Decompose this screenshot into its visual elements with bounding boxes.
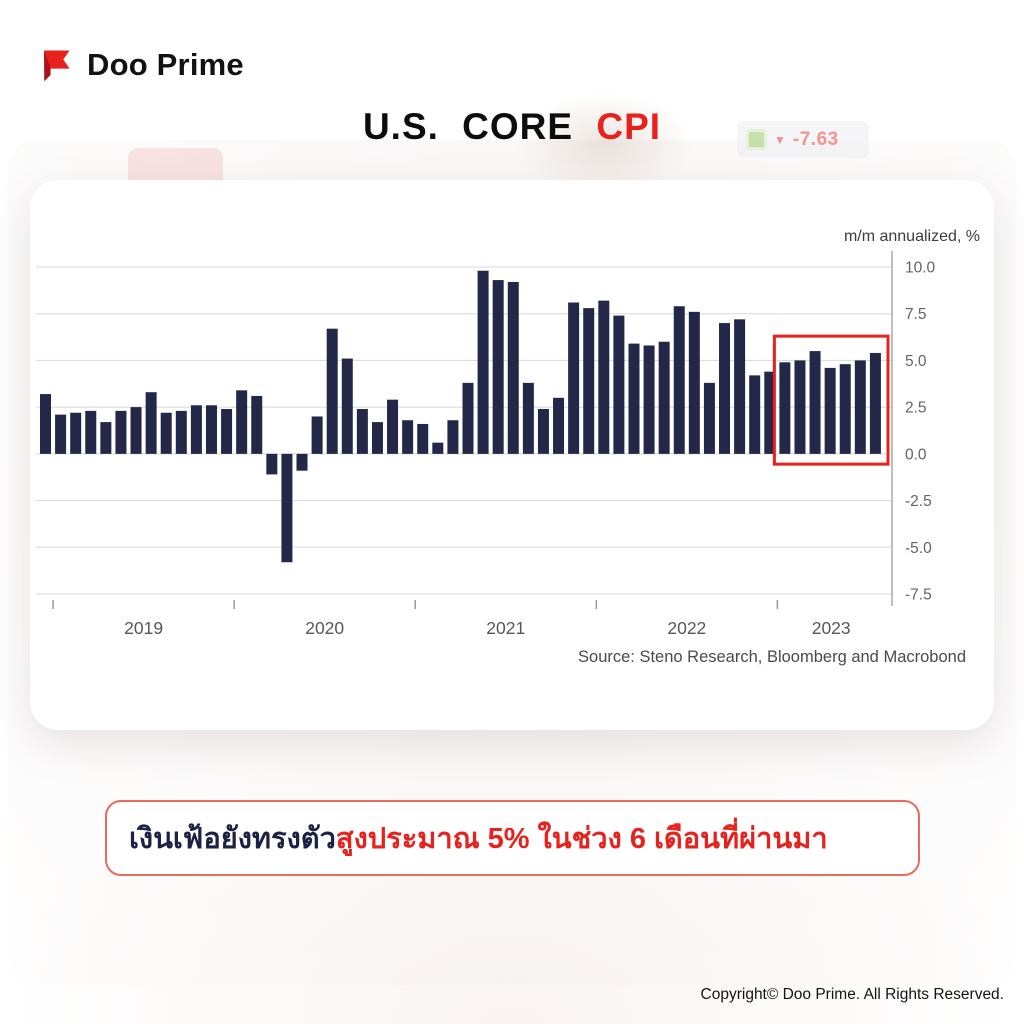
highlight-box bbox=[772, 334, 890, 466]
bar bbox=[40, 394, 51, 454]
bar bbox=[643, 345, 655, 454]
bar bbox=[462, 382, 474, 454]
bar bbox=[537, 409, 549, 454]
x-year-label: 2023 bbox=[812, 618, 851, 638]
bar bbox=[115, 410, 127, 454]
bar bbox=[869, 352, 881, 454]
bar bbox=[266, 453, 278, 475]
bar bbox=[522, 382, 534, 454]
copyright-text: Copyright© Doo Prime. All Rights Reserve… bbox=[700, 986, 1004, 1003]
bar bbox=[70, 412, 82, 454]
ticker-value: -7.63 bbox=[792, 128, 839, 150]
bar bbox=[281, 453, 293, 563]
bar bbox=[658, 341, 670, 454]
bar bbox=[175, 410, 187, 454]
page-title: U.S. CORE CPI bbox=[0, 106, 1024, 148]
bar bbox=[613, 315, 625, 454]
bar bbox=[296, 453, 308, 471]
chart-source-text: Source: Steno Research, Bloomberg and Ma… bbox=[578, 648, 966, 666]
bar bbox=[251, 395, 263, 454]
bar bbox=[688, 311, 700, 454]
bar bbox=[824, 367, 836, 454]
bar bbox=[628, 343, 640, 454]
y-axis-title: m/m annualized, % bbox=[843, 228, 980, 245]
y-tick-label: -2.5 bbox=[905, 493, 932, 510]
bar bbox=[130, 407, 142, 454]
bar bbox=[477, 270, 489, 454]
bar bbox=[734, 319, 746, 454]
x-year-label: 2021 bbox=[486, 618, 525, 638]
bar bbox=[311, 416, 323, 454]
bar bbox=[356, 409, 368, 454]
bar bbox=[703, 382, 715, 454]
bar bbox=[568, 302, 580, 454]
bar bbox=[749, 375, 761, 454]
ticker-logo-icon bbox=[746, 129, 767, 150]
bar bbox=[507, 281, 519, 454]
y-tick-label: 7.5 bbox=[905, 306, 927, 323]
bar bbox=[205, 405, 217, 454]
bar bbox=[387, 399, 399, 454]
core-cpi-bar-chart: 10.0 7.5 5.0 2.5 0.0 -2.5 -5.0 -7.5 2019 2020 2021… bbox=[36, 251, 936, 638]
bar bbox=[839, 364, 851, 454]
bar bbox=[432, 442, 444, 454]
faded-background-figure bbox=[515, 92, 695, 197]
bar bbox=[583, 308, 595, 454]
y-tick-label: -5.0 bbox=[905, 540, 932, 557]
x-year-label: 2019 bbox=[124, 618, 163, 638]
bar bbox=[553, 397, 565, 454]
faded-ticker-chip: ▼ -7.63 bbox=[737, 121, 869, 158]
y-tick-label: -7.5 bbox=[905, 587, 932, 604]
bar bbox=[673, 306, 685, 454]
bar bbox=[55, 414, 67, 454]
bar bbox=[236, 390, 248, 454]
bar bbox=[341, 358, 353, 454]
caption-box: เงินเฟ้อยังทรงตัว สูงประมาณ 5% ในช่วง 6 เ… bbox=[105, 800, 920, 876]
bar bbox=[417, 423, 429, 454]
bar bbox=[160, 412, 172, 454]
brand-logo: Doo Prime bbox=[36, 45, 244, 85]
bar bbox=[100, 422, 112, 454]
bar bbox=[719, 323, 731, 454]
bar bbox=[326, 328, 338, 454]
triangle-down-icon: ▼ bbox=[774, 132, 786, 147]
bar bbox=[854, 360, 866, 454]
bar bbox=[598, 300, 610, 454]
bar bbox=[221, 409, 233, 454]
x-year-label: 2022 bbox=[667, 618, 706, 638]
brand-logo-text: Doo Prime bbox=[87, 47, 244, 82]
bar bbox=[85, 410, 97, 454]
bar bbox=[764, 371, 776, 454]
bar bbox=[447, 420, 459, 454]
bar bbox=[402, 420, 414, 454]
page-title-main: U.S. CORE bbox=[362, 106, 574, 147]
bar bbox=[492, 280, 504, 454]
y-tick-label: 0.0 bbox=[905, 446, 927, 463]
caption-text-dark: เงินเฟ้อยังทรงตัว bbox=[129, 823, 336, 855]
bar bbox=[779, 362, 791, 454]
y-tick-label: 5.0 bbox=[905, 353, 927, 370]
bar bbox=[190, 405, 202, 454]
y-tick-label: 2.5 bbox=[905, 400, 927, 417]
y-tick-label: 10.0 bbox=[905, 260, 936, 277]
bar bbox=[794, 360, 806, 454]
caption-text-red: สูงประมาณ 5% ในช่วง 6 เดือนที่ผ่านมา bbox=[335, 823, 828, 855]
bar bbox=[145, 392, 157, 454]
page-title-accent: CPI bbox=[596, 106, 662, 147]
doo-prime-logo-icon bbox=[44, 50, 70, 82]
chart-card: 10.0 7.5 5.0 2.5 0.0 -2.5 -5.0 -7.5 2019 2020 2021… bbox=[30, 180, 994, 730]
x-year-label: 2020 bbox=[305, 618, 344, 638]
bar bbox=[809, 351, 821, 454]
bar bbox=[371, 422, 383, 454]
